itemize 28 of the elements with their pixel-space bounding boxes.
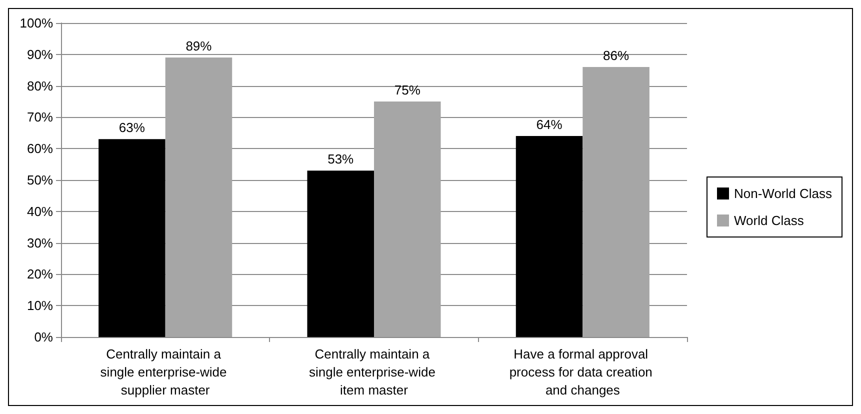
y-tick-label: 20% <box>26 266 54 282</box>
y-tick-label: 90% <box>26 46 54 62</box>
data-label: 86% <box>603 48 630 63</box>
bar <box>165 58 232 337</box>
bar <box>582 66 650 337</box>
legend-label: Non-World Class <box>734 186 832 201</box>
x-tick-label: Have a formal approval process for data creation and changes <box>509 346 656 398</box>
y-tick-label: 0% <box>34 330 54 344</box>
y-tick-label: 70% <box>26 110 54 125</box>
bar <box>307 170 374 337</box>
data-label: 64% <box>536 117 563 132</box>
data-label: 63% <box>118 120 146 136</box>
x-tick-label: Centrally maintain a single enterprise-wide supplier master <box>100 346 230 398</box>
y-tick-label: 10% <box>26 298 54 314</box>
legend-label: World Class <box>734 213 804 228</box>
data-label: 53% <box>328 152 354 167</box>
data-label: 75% <box>394 82 421 98</box>
y-tick-label: 60% <box>26 141 54 156</box>
y-tick-label: 80% <box>26 78 54 94</box>
x-tick-label: Centrally maintain a single enterprise-wide item master <box>308 346 440 398</box>
data-label: 89% <box>186 38 212 54</box>
y-tick-label: 30% <box>26 235 54 250</box>
bar <box>98 139 166 337</box>
y-tick-label: 50% <box>26 172 54 188</box>
y-tick-label: 100% <box>20 16 54 30</box>
bar <box>374 102 441 337</box>
bar <box>516 136 583 337</box>
y-tick-label: 40% <box>26 204 54 219</box>
